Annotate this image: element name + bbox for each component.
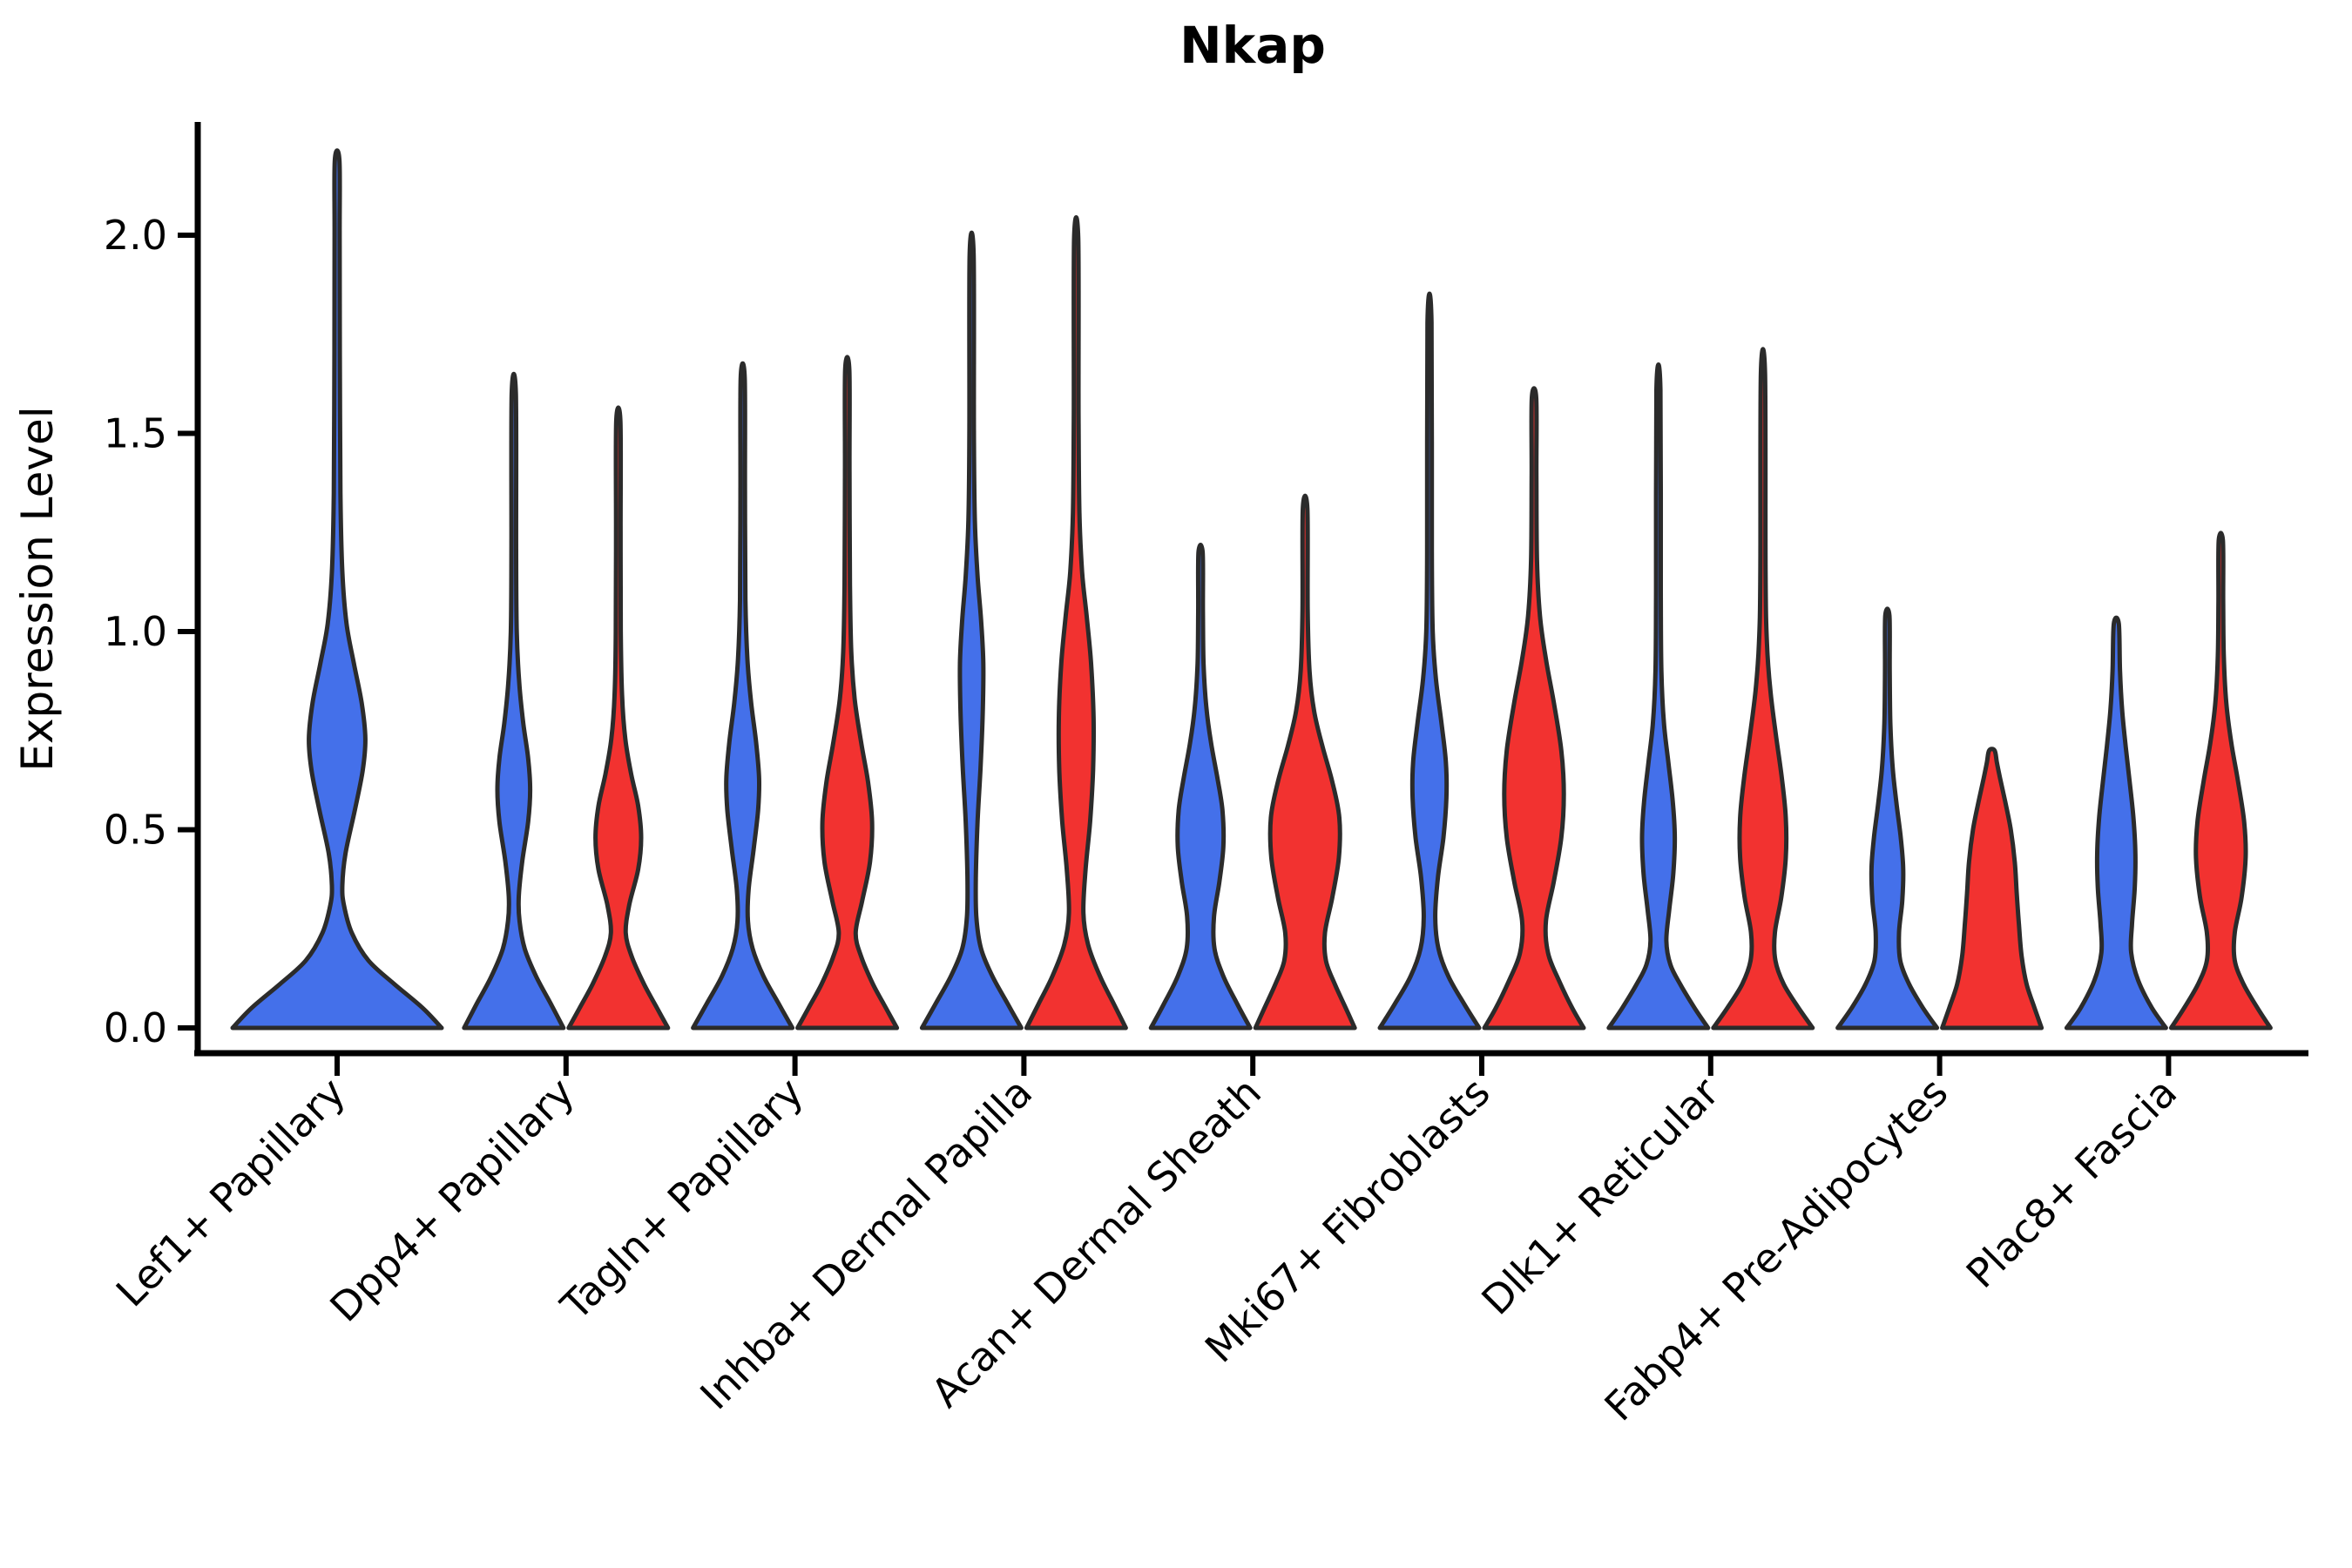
plot-title: Nkap: [1179, 16, 1326, 75]
violin-red-dpp4-papillary: [566, 405, 671, 1031]
y-tick-label-0.0: 0.0: [104, 1004, 167, 1051]
x-category-label-dpp4-papillary: Dpp4+ Papillary: [321, 1069, 583, 1331]
violin-red-fabp4-pre-adipocytes: [1940, 747, 2044, 1031]
violin-red-acan-dermal-sheath: [1253, 493, 1357, 1031]
violin-red-plac8-fascia: [2168, 531, 2273, 1031]
x-category-label-lef1-papillary: Lef1+ Papillary: [107, 1069, 355, 1316]
violin-blue-dpp4-papillary: [462, 371, 566, 1031]
violin-blue-acan-dermal-sheath: [1148, 542, 1253, 1031]
x-ticks-layer: [335, 1056, 2172, 1076]
violins-layer: [230, 148, 2273, 1031]
violin-blue-inhba-dermal-papilla: [919, 230, 1024, 1031]
violin-red-inhba-dermal-papilla: [1024, 215, 1128, 1031]
violin-blue-plac8-fascia: [2064, 615, 2168, 1031]
violin-blue-lef1-papillary: [230, 148, 444, 1031]
y-tick-label-0.5: 0.5: [104, 807, 167, 854]
violin-blue-mki67-fibroblasts: [1377, 291, 1482, 1031]
y-tick-label-1.0: 1.0: [104, 608, 167, 655]
y-tick-label-1.5: 1.5: [104, 410, 167, 457]
x-category-label-dlk1-reticular: Dlk1+ Reticular: [1472, 1069, 1727, 1324]
violin-blue-fabp4-pre-adipocytes: [1835, 606, 1940, 1031]
y-tick-label-2.0: 2.0: [104, 212, 167, 259]
x-category-label-plac8-fascia: Plac8+ Fascia: [1957, 1069, 2186, 1297]
violin-red-tagln-papillary: [795, 355, 900, 1031]
violin-red-mki67-fibroblasts: [1482, 386, 1586, 1031]
violin-red-dlk1-reticular: [1711, 347, 1815, 1031]
x-category-label-tagln-papillary: Tagln+ Papillary: [551, 1069, 813, 1330]
y-axis-label: Expression Level: [12, 406, 63, 771]
y-ticks-layer: 0.0 0.5 1.0 1.5 2.0: [104, 212, 195, 1051]
violin-blue-tagln-papillary: [691, 361, 795, 1031]
violin-blue-dlk1-reticular: [1606, 362, 1711, 1031]
